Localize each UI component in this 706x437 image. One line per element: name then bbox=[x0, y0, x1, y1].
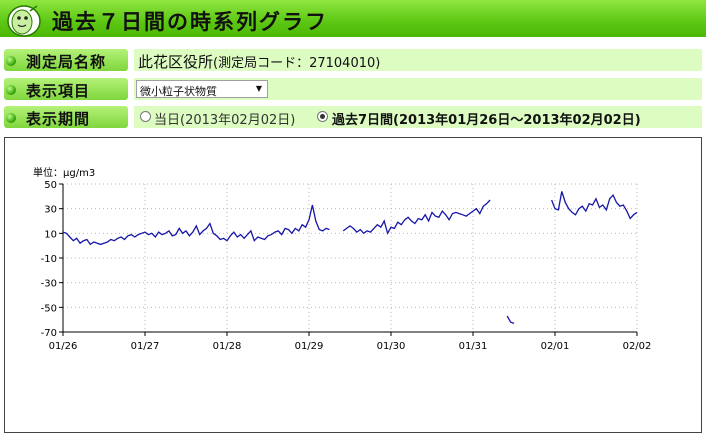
x-axis-ticks: 01/26 01/27 01/28 01/29 01/30 01/31 02/01 02/02 bbox=[49, 332, 652, 352]
green-dot-icon bbox=[6, 85, 16, 95]
y-tick-label: -50 bbox=[41, 303, 57, 314]
y-tick-label: 30 bbox=[44, 205, 57, 216]
radio-week[interactable] bbox=[317, 111, 328, 122]
x-tick-label: 01/30 bbox=[377, 341, 406, 352]
station-label-pill: 測定局名称 bbox=[4, 49, 128, 71]
x-tick-label: 01/27 bbox=[131, 341, 160, 352]
green-dot-icon bbox=[6, 56, 16, 66]
x-tick-label: 01/26 bbox=[49, 341, 78, 352]
triangle-down-icon: ▼ bbox=[255, 84, 262, 93]
series-line-segment bbox=[342, 199, 491, 236]
axes bbox=[62, 184, 637, 333]
series-line-segment bbox=[550, 191, 638, 220]
mascot-icon bbox=[7, 5, 41, 37]
green-dot-icon bbox=[6, 113, 16, 123]
x-tick-label: 01/31 bbox=[459, 341, 488, 352]
item-value-box: 微小粒子状物質 ▼ bbox=[134, 78, 702, 100]
y-tick-label: 50 bbox=[44, 180, 57, 191]
series-line-segment bbox=[506, 315, 515, 325]
station-label: 測定局名称 bbox=[26, 53, 107, 71]
station-value-box: 此花区役所(測定局コード：27104010) bbox=[134, 49, 702, 71]
chart-panel: 単位：μg/m3 50 30 10 -10 -30 -50 -70 01/26 01/27 01… bbox=[4, 137, 702, 433]
radio-week-label[interactable]: 過去7日間(2013年01月26日～2013年02月02日) bbox=[332, 113, 641, 128]
period-label-pill: 表示期間 bbox=[4, 106, 128, 128]
y-tick-label: -30 bbox=[41, 279, 57, 290]
radio-today-label[interactable]: 当日(2013年02月02日) bbox=[154, 113, 296, 128]
x-tick-label: 01/28 bbox=[213, 341, 242, 352]
series-line-segment bbox=[62, 204, 330, 246]
page-title: 過去７日間の時系列グラフ bbox=[52, 10, 328, 34]
item-label: 表示項目 bbox=[26, 82, 91, 100]
radio-today[interactable] bbox=[140, 111, 151, 122]
period-value-box: 当日(2013年02月02日) 過去7日間(2013年01月26日～2013年0… bbox=[134, 106, 702, 128]
item-label-pill: 表示項目 bbox=[4, 78, 128, 100]
station-name: 此花区役所 bbox=[138, 53, 214, 71]
y-tick-label: -70 bbox=[41, 328, 57, 339]
title-bar: 過去７日間の時系列グラフ bbox=[0, 0, 706, 40]
period-label: 表示期間 bbox=[26, 110, 91, 128]
x-tick-label: 02/01 bbox=[541, 341, 570, 352]
series-lines bbox=[62, 191, 638, 325]
unit-label: 単位：μg/m3 bbox=[33, 166, 95, 179]
y-tick-label: -10 bbox=[41, 254, 57, 265]
grid bbox=[63, 183, 638, 332]
station-value: 此花区役所(測定局コード：27104010) bbox=[138, 51, 380, 72]
x-tick-label: 01/29 bbox=[295, 341, 324, 352]
y-axis-ticks: 50 30 10 -10 -30 -50 -70 bbox=[41, 180, 63, 339]
item-select-value: 微小粒子状物質 bbox=[140, 85, 217, 98]
y-tick-label: 10 bbox=[44, 229, 57, 240]
item-select[interactable]: 微小粒子状物質 ▼ bbox=[136, 80, 268, 98]
station-code: (測定局コード：27104010) bbox=[213, 56, 381, 71]
x-tick-label: 02/02 bbox=[623, 341, 652, 352]
